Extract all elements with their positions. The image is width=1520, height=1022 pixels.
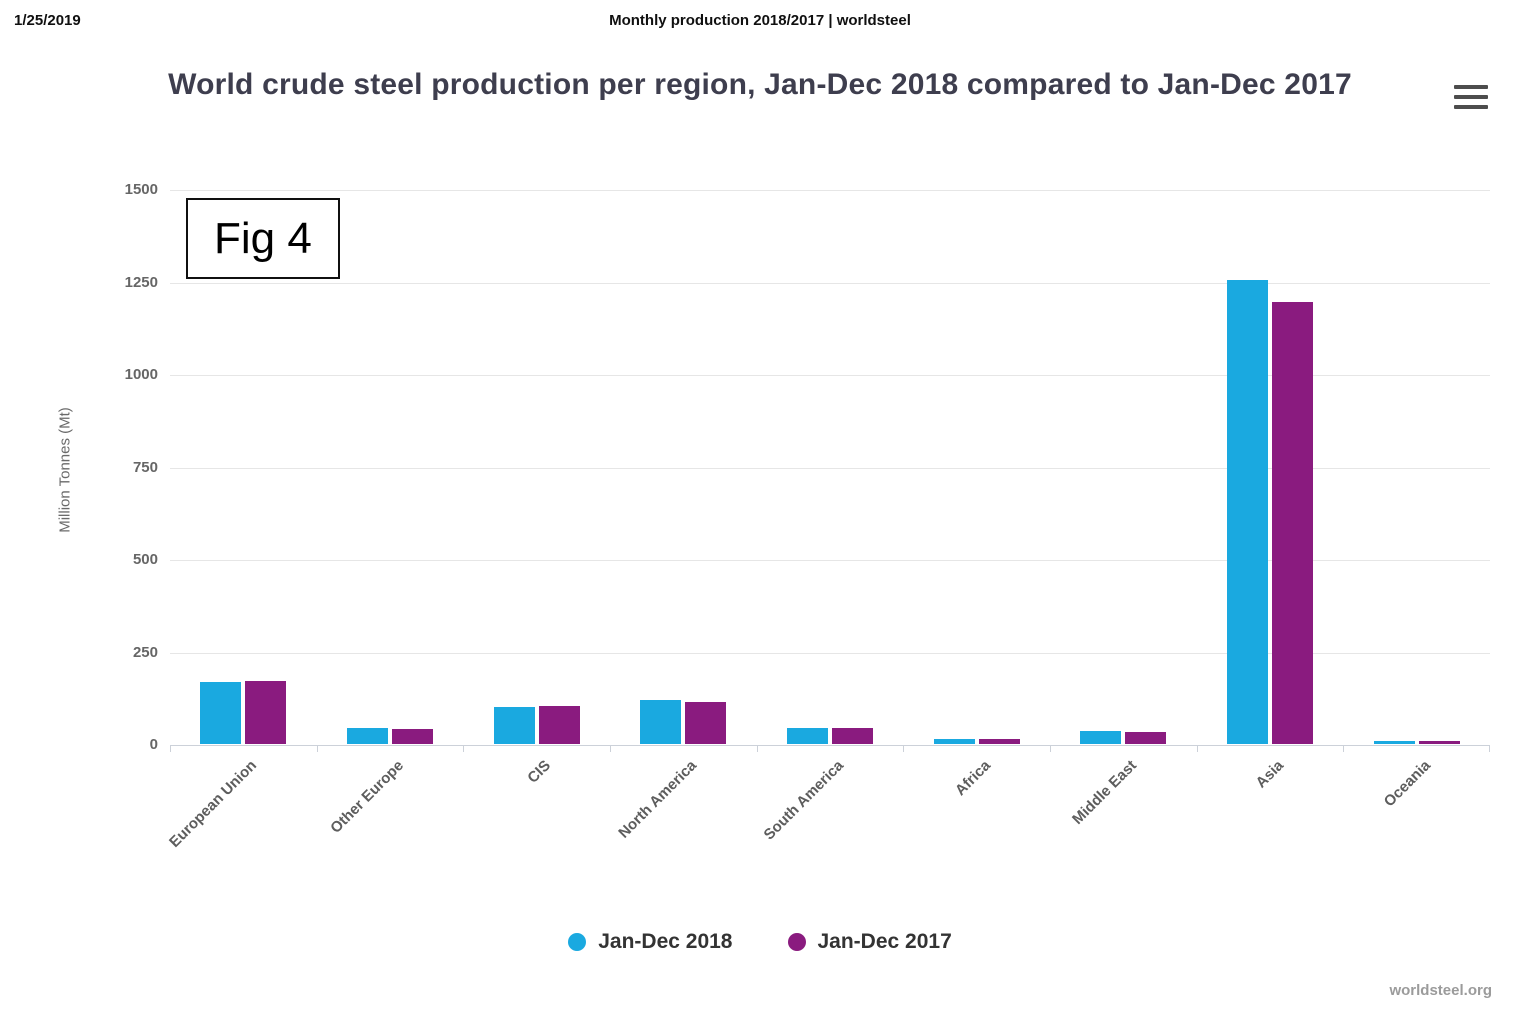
- legend-item-jan-dec-2017[interactable]: Jan-Dec 2017: [787, 930, 952, 954]
- bar-jan-dec-2018-africa[interactable]: [933, 738, 975, 744]
- x-axis-tick: [1343, 745, 1345, 752]
- print-header: 1/25/2019 Monthly production 2018/2017 |…: [0, 12, 1520, 34]
- export-menu-button[interactable]: [1454, 85, 1488, 109]
- credits: worldsteel.org: [1389, 982, 1492, 999]
- print-date: 1/25/2019: [14, 12, 81, 29]
- bar-jan-dec-2018-european-union[interactable]: [200, 681, 242, 744]
- gridline: [170, 282, 1490, 284]
- bar-jan-dec-2018-cis[interactable]: [493, 707, 535, 744]
- hamburger-menu-icon: [1454, 105, 1488, 109]
- y-tick-label: 1000: [124, 366, 158, 383]
- hamburger-menu-icon: [1454, 95, 1488, 99]
- bar-jan-dec-2017-cis[interactable]: [538, 706, 580, 744]
- bar-jan-dec-2017-africa[interactable]: [978, 738, 1020, 744]
- x-axis-tick: [1196, 745, 1198, 752]
- chart-title: World crude steel production per region,…: [168, 68, 1352, 101]
- x-axis-tick: [1489, 745, 1490, 752]
- y-tick-label: 250: [132, 643, 158, 661]
- bar-jan-dec-2018-other-europe[interactable]: [347, 728, 388, 744]
- x-axis-tick: [756, 745, 758, 752]
- print-page-title: Monthly production 2018/2017 | worldstee…: [609, 12, 911, 29]
- bar-jan-dec-2018-north-america[interactable]: [640, 699, 682, 744]
- x-axis-label-north-america: North America: [615, 757, 701, 842]
- bar-jan-dec-2017-oceania[interactable]: [1418, 741, 1460, 744]
- x-axis-label-south-america: South America: [760, 757, 848, 844]
- y-axis-title: Million Tonnes (Mt): [56, 407, 74, 533]
- legend-item-jan-dec-2018[interactable]: Jan-Dec 2018: [568, 930, 733, 954]
- gridline: [170, 652, 1490, 654]
- y-tick-label: 1250: [124, 273, 158, 291]
- x-axis-tick: [463, 745, 465, 752]
- x-axis-line: [170, 745, 1490, 746]
- y-tick-label: 1500: [124, 181, 158, 198]
- bar-jan-dec-2017-north-america[interactable]: [685, 702, 727, 744]
- legend-label: Jan-Dec 2017: [817, 930, 952, 953]
- x-axis-tick: [610, 745, 611, 752]
- x-axis-label-middle-east: Middle East: [1069, 757, 1141, 828]
- y-tick-label: 0: [149, 736, 158, 753]
- bar-jan-dec-2017-south-america[interactable]: [832, 728, 873, 744]
- x-axis-label-other-europe: Other Europe: [327, 757, 408, 837]
- bar-jan-dec-2018-middle-east[interactable]: [1080, 731, 1122, 744]
- gridline: [170, 190, 1490, 191]
- gridline: [170, 560, 1490, 561]
- x-axis-tick: [316, 745, 318, 752]
- bar-jan-dec-2017-middle-east[interactable]: [1125, 731, 1167, 744]
- hamburger-menu-icon: [1454, 85, 1488, 89]
- bar-jan-dec-2017-other-europe[interactable]: [392, 728, 433, 744]
- x-axis-tick: [903, 745, 905, 752]
- bar-jan-dec-2018-south-america[interactable]: [787, 727, 828, 744]
- legend: Jan-Dec 2018 Jan-Dec 2017: [0, 930, 1520, 954]
- bar-jan-dec-2017-asia[interactable]: [1272, 301, 1313, 744]
- x-axis-tick: [170, 745, 171, 752]
- figure-label: Fig 4: [186, 198, 340, 280]
- x-axis-label-cis: CIS: [523, 757, 554, 787]
- x-axis-label-european-union: European Union: [166, 757, 261, 851]
- legend-label: Jan-Dec 2018: [598, 930, 733, 953]
- x-axis-tick: [1050, 745, 1051, 752]
- plot-area: Million Tonnes (Mt) 0 250 500 750 1000 1250 15…: [57, 181, 1490, 851]
- y-tick-label: 500: [132, 551, 158, 568]
- bar-jan-dec-2017-european-union[interactable]: [245, 681, 287, 744]
- x-axis-label-asia: Asia: [1252, 757, 1288, 792]
- legend-marker-icon: [787, 933, 806, 951]
- gridline: [170, 375, 1490, 376]
- x-axis-label-oceania: Oceania: [1380, 757, 1434, 811]
- bar-jan-dec-2018-asia[interactable]: [1227, 279, 1268, 744]
- x-axis-label-africa: Africa: [951, 757, 994, 800]
- legend-marker-icon: [568, 933, 587, 951]
- y-tick-label: 750: [132, 458, 158, 476]
- gridline: [170, 467, 1490, 469]
- bar-jan-dec-2018-oceania[interactable]: [1373, 741, 1415, 744]
